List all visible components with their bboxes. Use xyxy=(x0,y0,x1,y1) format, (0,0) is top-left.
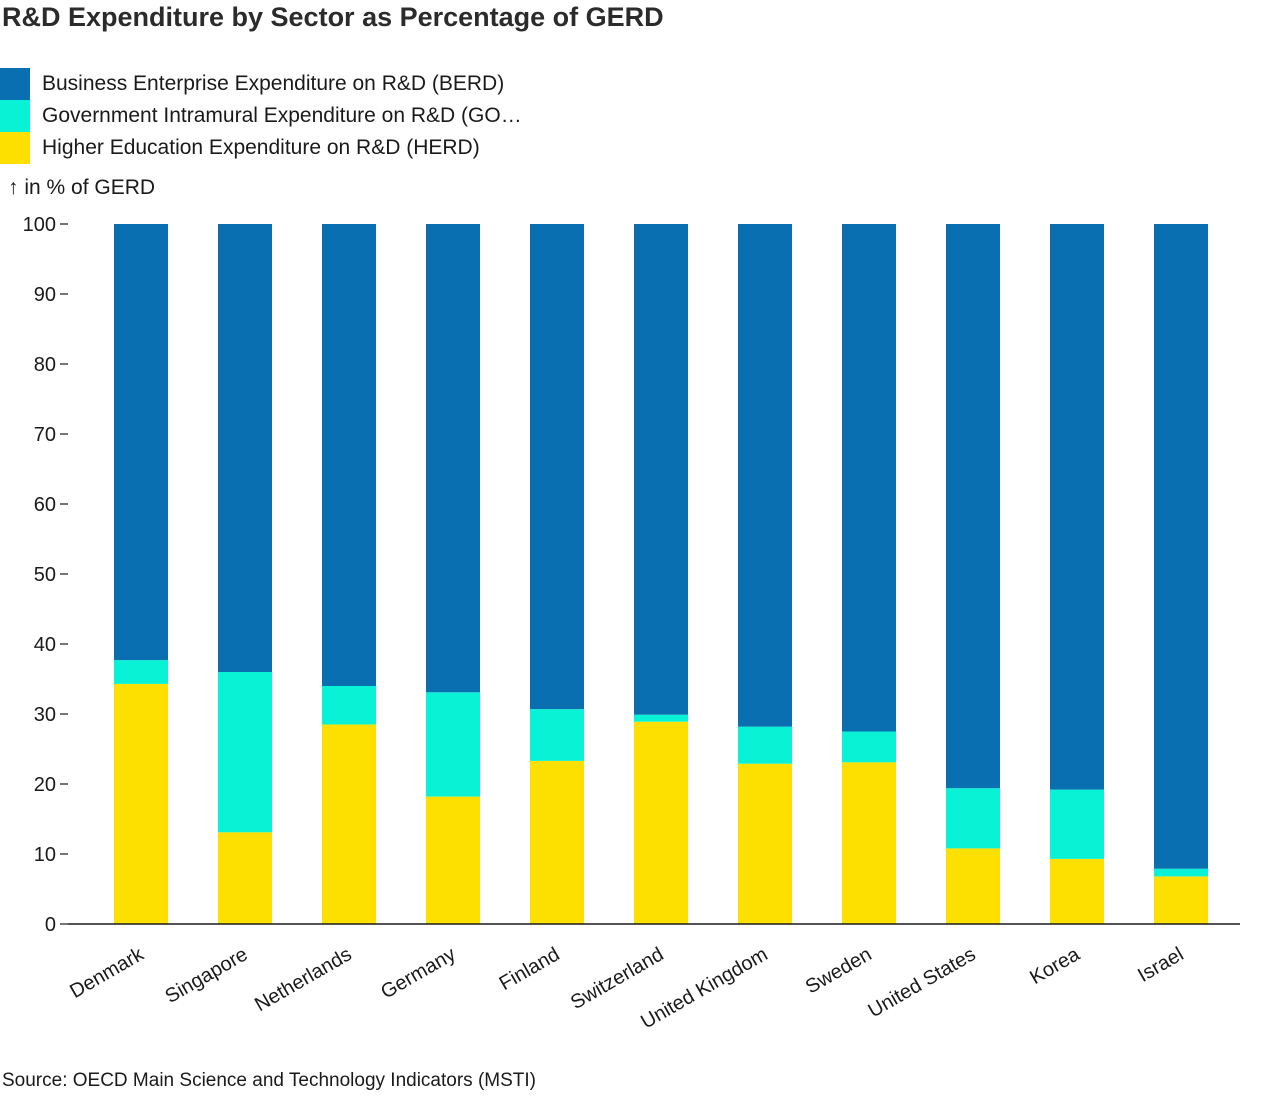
x-tick-label: Switzerland xyxy=(567,943,668,1014)
y-tick-label: 30 xyxy=(34,704,56,726)
chart-legend: Business Enterprise Expenditure on R&D (… xyxy=(0,68,522,164)
legend-label-goverd: Government Intramural Expenditure on R&D… xyxy=(42,104,522,127)
legend-item-goverd[interactable]: Government Intramural Expenditure on R&D… xyxy=(0,100,522,132)
y-tick-label: 70 xyxy=(34,424,56,446)
bar-segment-berd[interactable] xyxy=(218,224,272,672)
x-tick-label: Germany xyxy=(377,943,459,1003)
bar-segment-herd[interactable] xyxy=(842,762,896,924)
bar-segment-goverd[interactable] xyxy=(738,726,792,764)
x-tick-label: Denmark xyxy=(66,943,148,1003)
bar-segment-herd[interactable] xyxy=(946,848,1000,924)
y-tick-label: 50 xyxy=(34,564,56,586)
bar-segment-goverd[interactable] xyxy=(530,709,584,761)
y-tick-label: 10 xyxy=(34,844,56,866)
bar-segment-berd[interactable] xyxy=(1050,224,1104,790)
bar-segment-berd[interactable] xyxy=(842,224,896,732)
bar-segment-herd[interactable] xyxy=(322,724,376,925)
bar-segment-goverd[interactable] xyxy=(322,686,376,725)
bar-segment-goverd[interactable] xyxy=(946,788,1000,849)
x-tick-label: Israel xyxy=(1134,943,1187,987)
bar-segment-berd[interactable] xyxy=(322,224,376,686)
bar-segment-goverd[interactable] xyxy=(634,714,688,722)
bar-segment-goverd[interactable] xyxy=(426,692,480,797)
bar-segment-herd[interactable] xyxy=(634,721,688,924)
bar-segment-herd[interactable] xyxy=(738,763,792,924)
bar-segment-goverd[interactable] xyxy=(218,672,272,833)
y-tick-label: 20 xyxy=(34,774,56,796)
x-tick-label: Sweden xyxy=(802,943,876,998)
bar-segment-berd[interactable] xyxy=(426,224,480,693)
bar-segment-berd[interactable] xyxy=(738,224,792,727)
chart-title: R&D Expenditure by Sector as Percentage … xyxy=(2,2,664,32)
bar-segment-herd[interactable] xyxy=(1050,858,1104,924)
y-tick-label: 0 xyxy=(45,914,56,936)
legend-label-berd: Business Enterprise Expenditure on R&D (… xyxy=(42,72,505,95)
x-tick-label: Finland xyxy=(496,943,564,995)
bar-segment-goverd[interactable] xyxy=(1050,789,1104,859)
y-axis-unit-label: ↑ in % of GERD xyxy=(8,176,156,199)
y-tick-label: 100 xyxy=(23,214,56,236)
bar-segment-herd[interactable] xyxy=(114,683,168,924)
bar-segment-berd[interactable] xyxy=(530,224,584,710)
bar-segment-berd[interactable] xyxy=(1154,224,1208,869)
bar-segment-berd[interactable] xyxy=(946,224,1000,789)
y-tick-label: 60 xyxy=(34,494,56,516)
legend-label-herd: Higher Education Expenditure on R&D (HER… xyxy=(42,136,480,159)
bar-segment-goverd[interactable] xyxy=(842,731,896,763)
bar-segment-goverd[interactable] xyxy=(1154,868,1208,877)
legend-item-berd[interactable]: Business Enterprise Expenditure on R&D (… xyxy=(0,68,522,100)
bar-segment-berd[interactable] xyxy=(114,224,168,661)
source-note: Source: OECD Main Science and Technology… xyxy=(2,1070,536,1091)
bar-segment-herd[interactable] xyxy=(218,832,272,924)
x-tick-label: Singapore xyxy=(162,943,252,1008)
legend-swatch-herd xyxy=(0,132,30,164)
bar-segment-herd[interactable] xyxy=(1154,876,1208,924)
legend-swatch-berd xyxy=(0,68,30,100)
bar-segment-herd[interactable] xyxy=(530,760,584,924)
y-tick-label: 90 xyxy=(34,284,56,306)
y-tick-label: 80 xyxy=(34,354,56,376)
x-tick-label: Korea xyxy=(1026,943,1084,989)
legend-swatch-goverd xyxy=(0,100,30,132)
bar-segment-goverd[interactable] xyxy=(114,660,168,684)
y-tick-label: 40 xyxy=(34,634,56,656)
bar-segment-berd[interactable] xyxy=(634,224,688,715)
bar-segment-herd[interactable] xyxy=(426,796,480,924)
x-tick-label: Netherlands xyxy=(251,943,355,1016)
x-tick-label: United States xyxy=(865,943,980,1022)
legend-item-herd[interactable]: Higher Education Expenditure on R&D (HER… xyxy=(0,132,522,164)
